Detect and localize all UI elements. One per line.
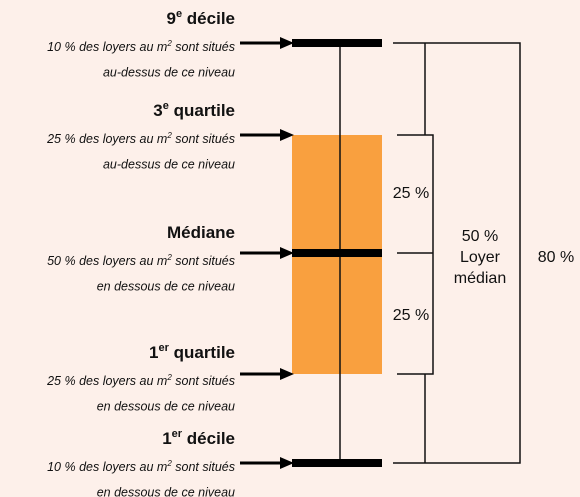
note-text: 10 % des loyers au m (47, 40, 167, 54)
heading-text: décile (182, 429, 235, 448)
level-heading: 9e décile (166, 8, 235, 29)
note-text: 50 % des loyers au m (47, 254, 167, 268)
note-text: sont situés (172, 460, 235, 474)
heading-sup: er (172, 428, 183, 440)
heading-text: décile (182, 9, 235, 28)
level-note: en dessous de ce niveau (97, 485, 235, 497)
note-sup: 2 (166, 39, 172, 48)
level-note: en dessous de ce niveau (97, 279, 235, 293)
arrow-head (280, 37, 294, 49)
middle-label: Loyer (460, 249, 501, 266)
note-sup: 2 (166, 459, 172, 468)
lower-label: 25 % (393, 307, 429, 324)
level-heading: Médiane (167, 223, 235, 242)
level-note: 10 % des loyers au m2 sont situés (47, 39, 235, 54)
note-text: 10 % des loyers au m (47, 460, 167, 474)
arrow-head (280, 457, 294, 469)
arrow-head (280, 129, 294, 141)
heading-text: 3 (153, 101, 162, 120)
heading-text: quartile (169, 101, 235, 120)
level-heading: 3e quartile (153, 100, 235, 121)
upper-label: 25 % (393, 185, 429, 202)
arrow-head (280, 247, 294, 259)
level-note: 25 % des loyers au m2 sont situés (46, 373, 235, 388)
arrow-head (280, 368, 294, 380)
level-bar (292, 39, 382, 47)
note-sup: 2 (166, 373, 172, 382)
level-heading: 1er décile (162, 428, 235, 449)
level-bar (292, 459, 382, 467)
level-note: au-dessus de ce niveau (103, 157, 235, 171)
level-bar (292, 249, 382, 257)
note-text: sont situés (172, 374, 235, 388)
level-note: au-dessus de ce niveau (103, 65, 235, 79)
note-text: 25 % des loyers au m (46, 374, 167, 388)
heading-sup: er (158, 342, 169, 354)
middle-label: 50 % (462, 228, 498, 245)
quartile-bracket (397, 134, 434, 375)
outer-bracket (393, 42, 521, 464)
heading-text: 9 (166, 9, 175, 28)
heading-text: quartile (169, 343, 235, 362)
level-note: 10 % des loyers au m2 sont situés (47, 459, 235, 474)
heading-text: Médiane (167, 223, 235, 242)
note-text: 25 % des loyers au m (46, 132, 167, 146)
level-note: en dessous de ce niveau (97, 399, 235, 413)
note-sup: 2 (166, 253, 172, 262)
outer-label: 80 % (538, 249, 574, 266)
level-note: 50 % des loyers au m2 sont situés (47, 253, 235, 268)
note-text: sont situés (172, 254, 235, 268)
heading-text: 1 (149, 343, 158, 362)
heading-sup: e (163, 100, 169, 112)
note-sup: 2 (166, 131, 172, 140)
note-text: sont situés (172, 132, 235, 146)
level-heading: 1er quartile (149, 342, 235, 363)
middle-label: médian (454, 270, 506, 287)
brackets (393, 42, 521, 464)
level-note: 25 % des loyers au m2 sont situés (46, 131, 235, 146)
note-text: sont situés (172, 40, 235, 54)
heading-sup: e (176, 8, 182, 20)
heading-text: 1 (162, 429, 171, 448)
